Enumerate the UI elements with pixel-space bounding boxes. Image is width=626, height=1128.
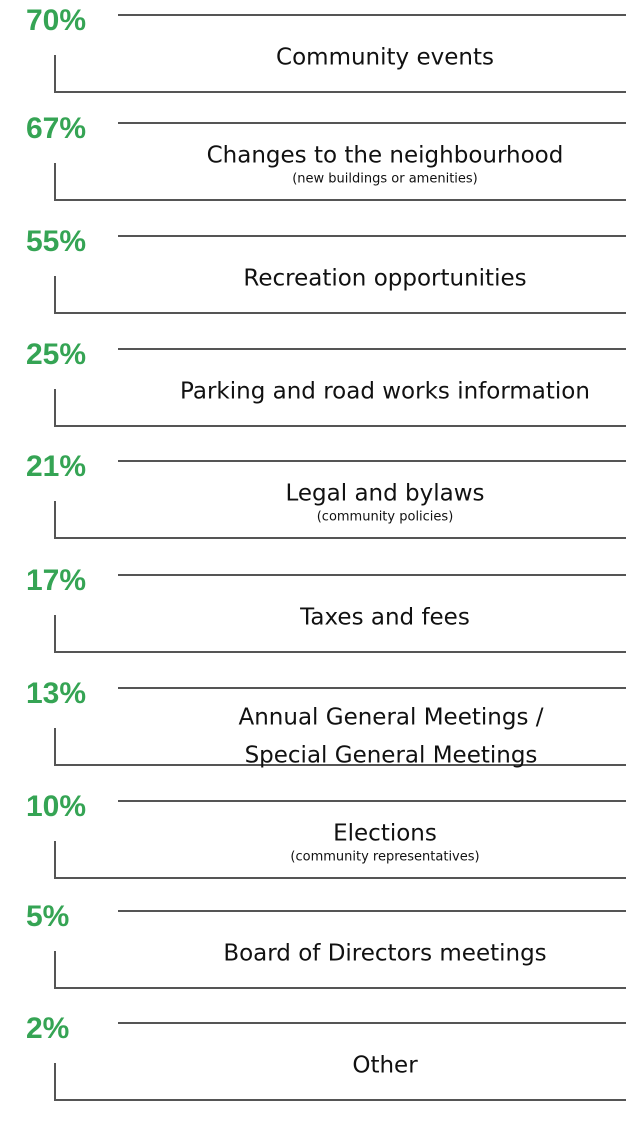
item-label: Board of Directors meetings [223,941,546,967]
item-label: Other [352,1053,418,1079]
item-note: (community representatives) [290,850,479,865]
percent: 5% [26,900,69,933]
item-label: Annual General Meetings / [239,705,544,731]
item-label: Legal and bylaws [285,481,484,507]
item-label: Parking and road works information [180,379,590,405]
percent: 21% [26,450,86,483]
item-label: Elections [333,821,437,847]
item-label: Changes to the neighbourhood [207,143,564,169]
percent: 67% [26,112,86,145]
item-label: Special General Meetings [245,743,538,769]
percent: 55% [26,225,86,258]
percent: 2% [26,1012,69,1045]
item-label: Recreation opportunities [243,266,526,292]
item-label: Taxes and fees [299,605,470,631]
percent: 17% [26,564,86,597]
percent: 25% [26,338,86,371]
item-label: Community events [276,45,494,71]
percent: 13% [26,677,86,710]
item-note: (new buildings or amenities) [292,172,478,187]
item-note: (community policies) [317,510,454,525]
percent: 10% [26,790,86,823]
percent: 70% [26,4,86,37]
